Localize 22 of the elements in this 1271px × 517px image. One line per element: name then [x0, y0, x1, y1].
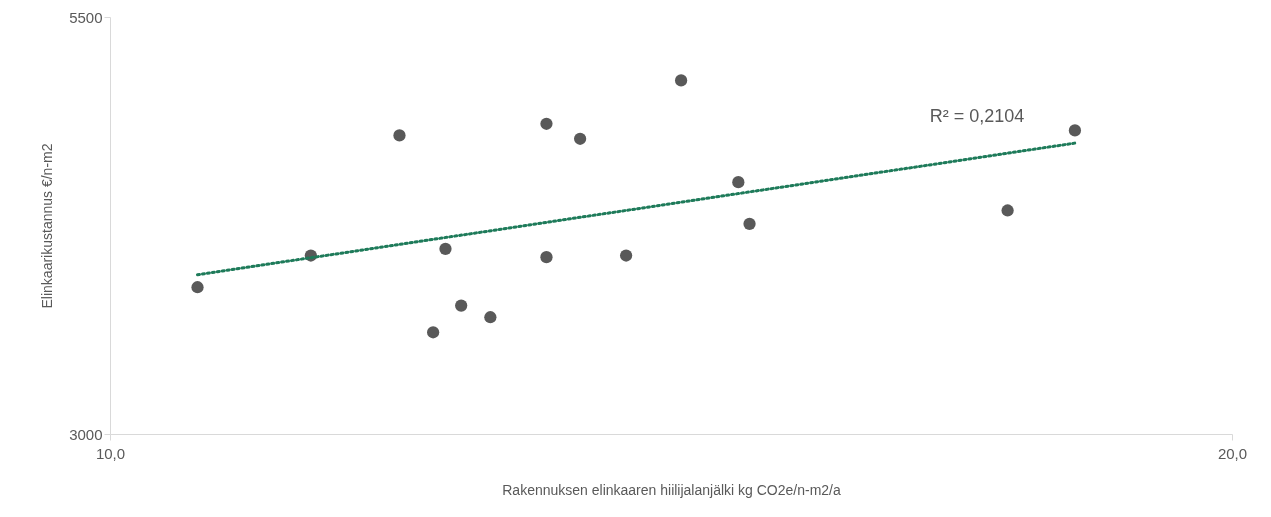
point	[393, 129, 406, 142]
annotation: R² = 0,2104	[929, 106, 1025, 126]
point	[439, 242, 452, 255]
y-tick-label: 5500	[69, 8, 103, 26]
point	[620, 249, 633, 262]
point	[191, 281, 204, 294]
point	[540, 251, 553, 264]
point	[732, 176, 745, 189]
point	[484, 311, 497, 324]
point	[1001, 204, 1014, 217]
y-tick-label: 3000	[69, 425, 103, 443]
point	[455, 299, 468, 312]
x-tick-label: 10,0	[95, 444, 126, 462]
point	[743, 217, 756, 230]
y-axis-title: Elinkaarikustannus €/n-m2	[39, 143, 56, 309]
point	[427, 326, 440, 339]
point	[573, 132, 587, 145]
point	[674, 74, 688, 87]
x-axis-title: Rakennuksen elinkaaren hiilijalanjälki kg CO2e/n-m2/a	[502, 481, 841, 498]
x-tick-label: 20,0	[1217, 444, 1248, 462]
point	[540, 117, 553, 130]
point	[1068, 124, 1082, 137]
